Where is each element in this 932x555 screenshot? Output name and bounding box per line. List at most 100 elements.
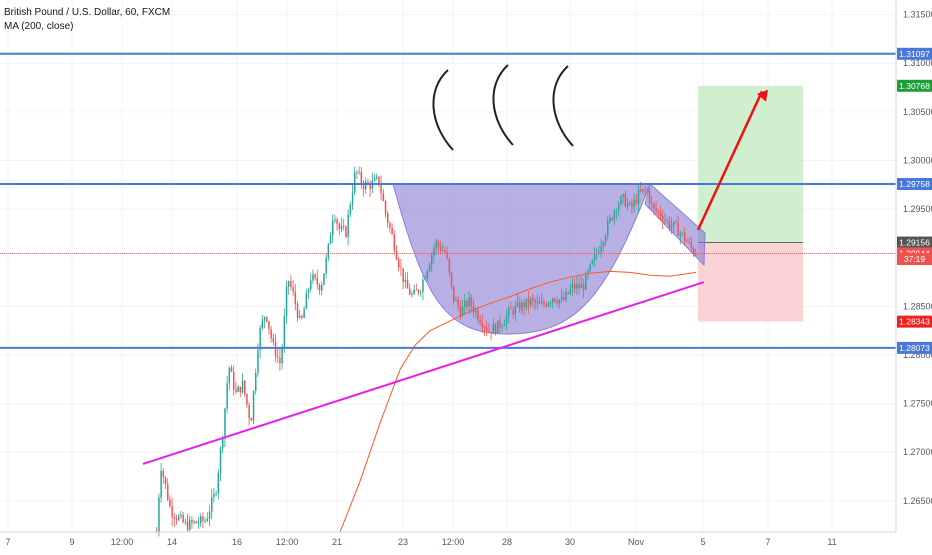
time-tick-label: 7 — [5, 537, 10, 547]
candle-body — [191, 519, 193, 523]
cup-shape — [392, 183, 651, 335]
price-label-badge — [897, 178, 932, 191]
candle-body — [162, 470, 165, 478]
candle-body — [589, 264, 591, 271]
price-label-text: 1.28073 — [899, 343, 930, 353]
candle-body — [219, 448, 222, 473]
candle-body — [620, 196, 622, 205]
candle-body — [195, 521, 198, 524]
candle-body — [549, 302, 552, 304]
candle-body — [523, 302, 525, 308]
time-tick-label: 12:00 — [111, 537, 134, 547]
candle-body — [444, 250, 446, 253]
drawing-lines[interactable] — [0, 52, 896, 465]
candle-body — [305, 293, 308, 309]
time-tick-label: 28 — [502, 537, 512, 547]
candle-body — [598, 252, 600, 254]
candle-body — [593, 254, 596, 261]
candle-body — [437, 241, 440, 247]
time-tick-label: 9 — [69, 537, 74, 547]
candle-body — [204, 521, 206, 522]
price-tick-label: 1.27500 — [903, 399, 932, 409]
candle-body — [422, 279, 424, 293]
candle-body — [301, 315, 303, 318]
candle-body — [365, 181, 367, 190]
candle-body — [525, 298, 528, 308]
time-tick-label: 11 — [827, 537, 836, 547]
candle-body — [169, 499, 171, 507]
candle-body — [235, 389, 237, 392]
take-profit-zone — [698, 85, 803, 243]
candle-body — [604, 235, 607, 243]
candle-body — [633, 199, 635, 207]
candle-body — [160, 470, 162, 498]
candle-body — [398, 259, 400, 268]
candle-body — [439, 246, 442, 251]
candle-body — [514, 305, 517, 315]
price-label-text: 37:19 — [904, 254, 926, 264]
price-tick-label: 1.30500 — [903, 107, 932, 117]
time-tick-label: 12:00 — [276, 537, 299, 547]
candle-body — [686, 240, 688, 242]
candle-body — [314, 274, 316, 278]
candle-body — [547, 303, 550, 307]
time-tick-label: 5 — [700, 537, 705, 547]
stop-loss-zone — [698, 242, 803, 322]
candle-body — [307, 289, 310, 294]
candle-body — [244, 380, 246, 394]
price-axis[interactable]: 1.31500 1.31000 1.30500 1.30000 1.29500 1.285… — [895, 0, 932, 532]
candle-body — [158, 497, 160, 533]
candle-body — [178, 516, 180, 520]
candle-body — [411, 294, 413, 295]
candle-body — [565, 292, 567, 301]
candle-body — [488, 330, 490, 332]
candle-body — [642, 188, 644, 192]
candle-body — [673, 221, 675, 226]
candle-body — [631, 202, 633, 207]
candle-body — [626, 203, 629, 207]
candle-body — [171, 506, 173, 518]
price-tick-label: 1.30000 — [903, 155, 932, 165]
candle-body — [376, 176, 378, 179]
steam-arc — [432, 69, 454, 151]
candle-body — [690, 242, 693, 249]
candle-body — [556, 301, 558, 304]
candle-body — [558, 299, 561, 304]
target-arrow — [696, 90, 764, 231]
candle-body — [681, 232, 684, 234]
candle-body — [475, 310, 477, 313]
candle-body — [327, 243, 330, 258]
candle-body — [226, 383, 228, 409]
time-axis[interactable]: 7 9 12:00 14 16 12:00 21 23 12:00 28 30 Nov 5 7 11 — [0, 531, 896, 547]
candle-body — [534, 300, 536, 303]
candle-body — [653, 203, 655, 208]
candle-body — [585, 273, 587, 290]
candle-body — [536, 301, 539, 303]
candle-body — [367, 181, 369, 184]
steam-arc — [492, 64, 514, 146]
candle-body — [217, 472, 220, 494]
candle-body — [345, 226, 347, 237]
price-tick-label: 1.31000 — [903, 58, 932, 68]
candle-body — [684, 232, 686, 241]
candle-body — [409, 288, 411, 295]
candle-body — [457, 299, 459, 307]
candle-body — [391, 227, 393, 235]
candle-body — [215, 493, 217, 495]
candle-body — [299, 315, 301, 318]
candle-body — [252, 390, 255, 421]
arrow-head — [757, 89, 768, 102]
price-label-text: 1.31097 — [899, 49, 930, 59]
candle-body — [404, 279, 407, 282]
handle-shape — [644, 183, 706, 267]
candle-body — [186, 521, 189, 530]
candle-body — [600, 246, 602, 253]
candle-body — [389, 223, 391, 228]
candle-body — [578, 283, 580, 289]
candle-body — [545, 304, 547, 307]
candle-body — [591, 260, 594, 265]
candle-body — [521, 302, 523, 311]
candle-body — [587, 270, 589, 274]
